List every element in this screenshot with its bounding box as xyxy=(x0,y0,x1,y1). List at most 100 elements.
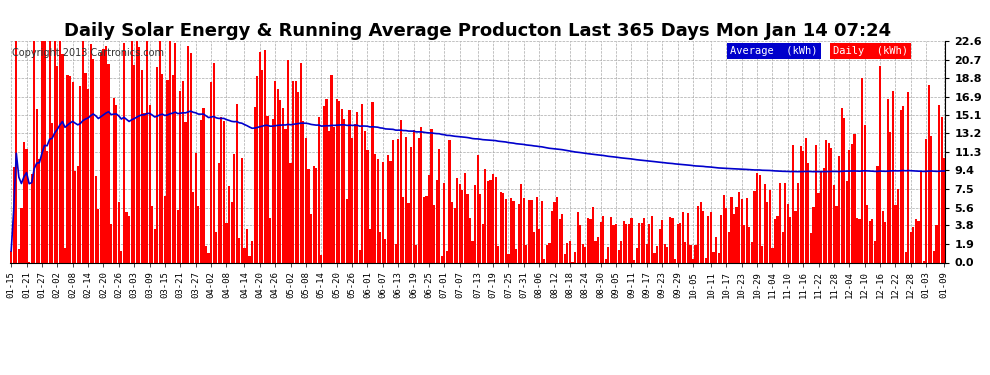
Bar xyxy=(358,250,361,262)
Bar xyxy=(518,204,520,262)
Bar xyxy=(761,246,763,262)
Bar xyxy=(843,118,845,262)
Bar xyxy=(276,89,279,262)
Bar xyxy=(669,217,671,262)
Bar xyxy=(156,68,158,262)
Bar xyxy=(433,206,436,262)
Bar xyxy=(623,221,625,262)
Bar xyxy=(458,184,460,262)
Bar xyxy=(905,252,907,262)
Bar xyxy=(641,224,643,262)
Bar xyxy=(566,243,568,262)
Bar xyxy=(382,162,384,262)
Bar xyxy=(920,171,923,262)
Bar xyxy=(248,256,250,262)
Bar xyxy=(158,41,161,262)
Bar xyxy=(723,195,725,262)
Bar xyxy=(841,108,842,262)
Bar xyxy=(136,41,138,262)
Bar xyxy=(179,91,181,262)
Bar xyxy=(402,197,405,262)
Bar xyxy=(213,63,215,262)
Bar xyxy=(258,51,261,262)
Bar xyxy=(264,51,266,262)
Bar xyxy=(618,250,620,262)
Title: Daily Solar Energy & Running Average Producton Last 365 Days Mon Jan 14 07:24: Daily Solar Energy & Running Average Pro… xyxy=(64,22,891,40)
Bar xyxy=(576,211,579,262)
Bar xyxy=(531,200,533,262)
Bar xyxy=(202,108,205,262)
Text: Average  (kWh): Average (kWh) xyxy=(731,46,818,56)
Bar xyxy=(738,192,741,262)
Bar xyxy=(836,206,838,262)
Bar xyxy=(226,223,228,262)
Bar xyxy=(743,225,745,262)
Bar xyxy=(913,227,915,262)
Bar xyxy=(200,120,202,262)
Bar xyxy=(615,224,617,262)
Bar xyxy=(208,253,210,262)
Bar xyxy=(239,238,241,262)
Bar xyxy=(850,144,853,262)
Bar xyxy=(705,258,707,262)
Bar xyxy=(144,113,146,262)
Bar xyxy=(371,102,373,262)
Bar xyxy=(220,117,223,262)
Bar xyxy=(700,202,702,262)
Bar xyxy=(302,121,305,262)
Bar xyxy=(418,138,420,262)
Bar xyxy=(676,224,679,262)
Bar xyxy=(666,247,668,262)
Bar xyxy=(197,206,199,262)
Bar xyxy=(318,117,320,262)
Bar xyxy=(363,132,366,262)
Bar xyxy=(656,246,658,262)
Bar xyxy=(231,202,233,262)
Bar xyxy=(863,125,866,262)
Bar xyxy=(741,199,742,262)
Bar xyxy=(300,63,302,262)
Bar xyxy=(787,204,789,262)
Bar xyxy=(728,232,730,262)
Bar xyxy=(574,252,576,262)
Bar xyxy=(326,99,328,262)
Bar xyxy=(745,198,747,262)
Bar xyxy=(731,197,733,262)
Bar xyxy=(21,209,23,262)
Bar xyxy=(23,142,25,262)
Bar xyxy=(146,41,148,262)
Bar xyxy=(544,260,545,262)
Bar xyxy=(584,247,586,262)
Bar xyxy=(397,139,399,262)
Bar xyxy=(384,239,386,262)
Bar xyxy=(339,101,341,262)
Bar xyxy=(320,255,323,262)
Bar xyxy=(215,232,218,262)
Bar xyxy=(500,192,502,262)
Bar xyxy=(474,185,476,262)
Bar xyxy=(39,159,41,262)
Bar xyxy=(753,191,755,262)
Bar xyxy=(610,217,612,262)
Bar xyxy=(820,172,823,262)
Bar xyxy=(15,41,18,262)
Bar xyxy=(644,219,645,262)
Bar xyxy=(236,104,238,262)
Bar xyxy=(579,225,581,262)
Bar xyxy=(776,216,779,262)
Bar xyxy=(46,151,49,262)
Bar xyxy=(313,166,315,262)
Bar xyxy=(726,208,728,262)
Bar xyxy=(633,260,636,262)
Bar xyxy=(692,259,694,262)
Bar xyxy=(718,252,720,262)
Bar xyxy=(121,251,123,262)
Bar xyxy=(528,200,530,262)
Bar xyxy=(92,59,94,262)
Bar xyxy=(569,242,571,262)
Bar xyxy=(84,73,86,262)
Bar xyxy=(218,163,220,262)
Bar xyxy=(351,138,353,262)
Bar xyxy=(479,194,481,262)
Bar xyxy=(487,181,489,262)
